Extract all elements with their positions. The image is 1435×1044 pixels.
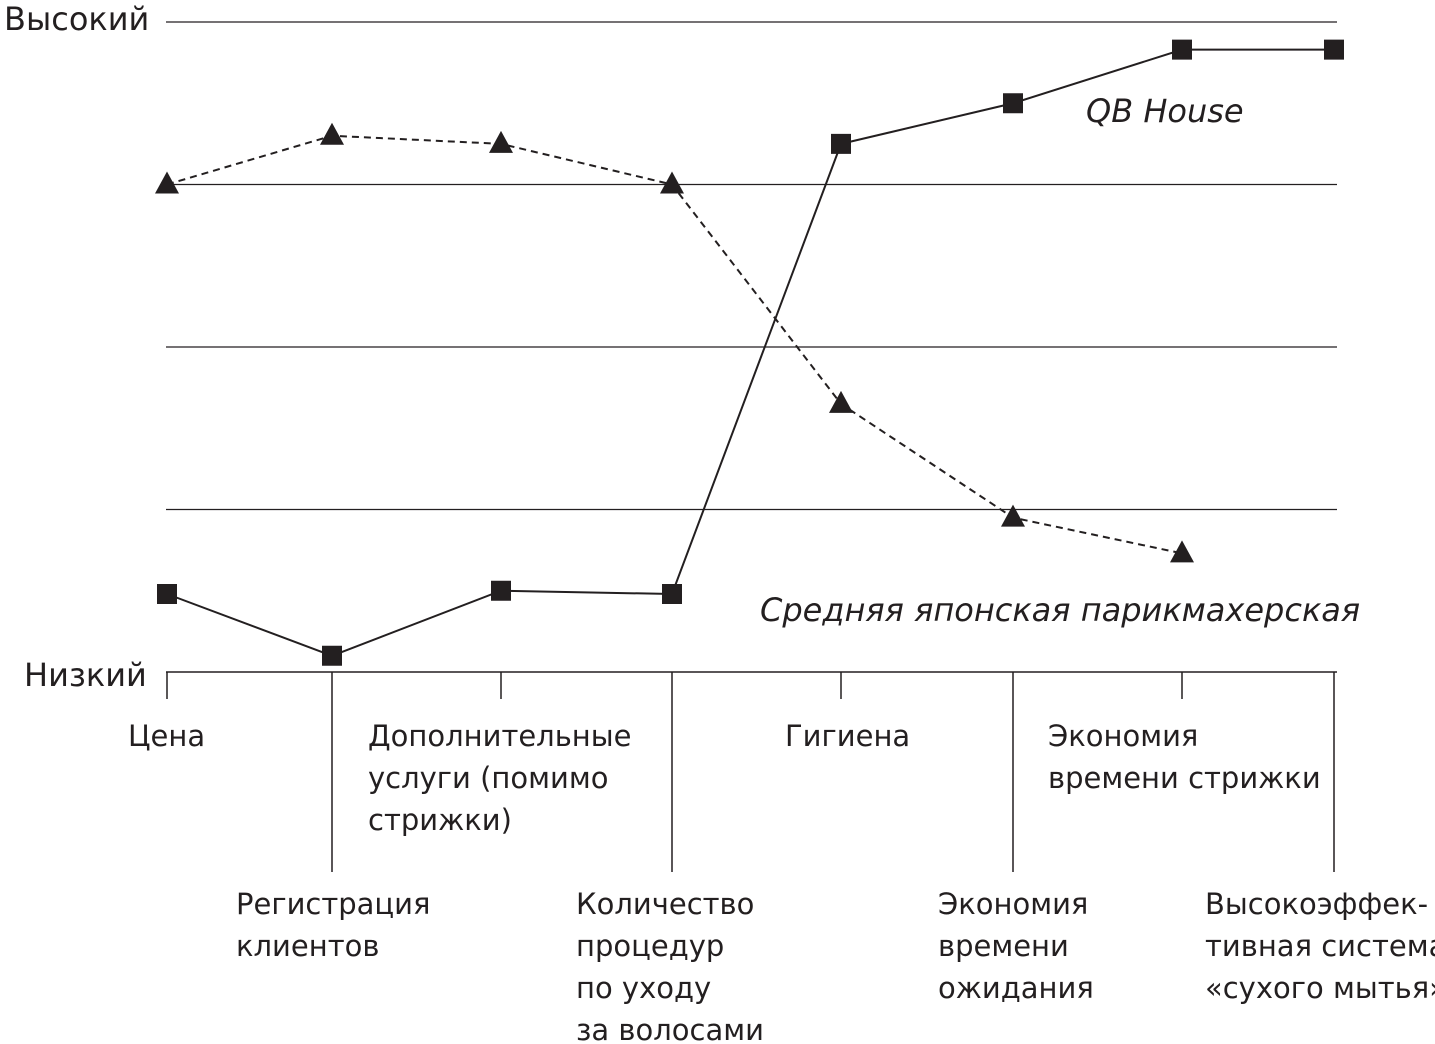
category-label-line: Экономия: [1048, 719, 1198, 753]
category-label-line: стрижки): [368, 803, 512, 837]
triangle-marker: [320, 122, 344, 145]
y-high-label: Высокий: [4, 0, 149, 38]
square-marker: [831, 133, 851, 154]
triangle-marker: [1170, 540, 1194, 563]
square-marker: [322, 645, 342, 666]
series-lines: [166, 48, 1334, 657]
square-marker: [1003, 93, 1023, 114]
square-marker: [491, 580, 511, 601]
category-labels: Цена Регистрация клиентов Дополнительные усл…: [128, 719, 1435, 1044]
category-label: Количество процедур по уходу за волосами: [576, 887, 764, 1044]
category-label-line: ожидания: [938, 971, 1094, 1005]
series-line-qb-house: [166, 48, 1334, 657]
category-label-line: времени: [938, 929, 1069, 963]
series-label-average-salon: Средняя японская парикмахерская: [760, 591, 1360, 629]
square-marker: [157, 584, 177, 604]
category-label-line: клиентов: [236, 929, 379, 963]
square-marker: [1172, 39, 1192, 60]
series-label-qb-house: QB House: [1086, 92, 1244, 130]
category-label-line: Гигиена: [785, 719, 910, 753]
y-low-label: Низкий: [24, 656, 147, 694]
category-label: Дополнительные услуги (помимо стрижки): [368, 719, 632, 837]
triangle-marker: [660, 171, 684, 194]
category-label-line: услуги (помимо: [368, 761, 608, 795]
category-label: Экономия времени ожидания: [938, 887, 1094, 1005]
triangle-marker: [155, 171, 179, 194]
square-marker: [662, 584, 682, 604]
category-label: Регистрация клиентов: [236, 887, 430, 963]
triangle-marker: [489, 130, 513, 153]
category-label: Цена: [128, 719, 205, 753]
gridlines: [166, 21, 1337, 511]
category-label-line: по уходу: [576, 971, 711, 1005]
series-line-average-salon: [166, 134, 1183, 555]
category-label-line: Дополнительные: [368, 719, 632, 753]
category-label: Гигиена: [785, 719, 910, 753]
triangle-marker: [1001, 504, 1025, 527]
category-label-line: времени стрижки: [1048, 761, 1321, 795]
x-axis: [166, 671, 1337, 872]
category-label-line: за волосами: [576, 1013, 764, 1044]
category-label: Высокоэффек-тивная система «сухого мытья»: [1205, 887, 1435, 1005]
square-marker: [1324, 39, 1344, 60]
category-label-line: Количество: [576, 887, 754, 921]
triangle-marker: [829, 390, 853, 413]
category-label-line: Цена: [128, 719, 205, 753]
category-label-line: Регистрация: [236, 887, 430, 921]
category-label-line: тивная система: [1205, 929, 1435, 963]
category-label-line: Высокоэффек-: [1205, 887, 1428, 921]
series-markers: [155, 39, 1344, 666]
category-label-line: процедур: [576, 929, 724, 963]
category-label-line: «сухого мытья»: [1205, 971, 1435, 1005]
category-label-line: Экономия: [938, 887, 1088, 921]
category-label: Экономия времени стрижки: [1048, 719, 1321, 795]
